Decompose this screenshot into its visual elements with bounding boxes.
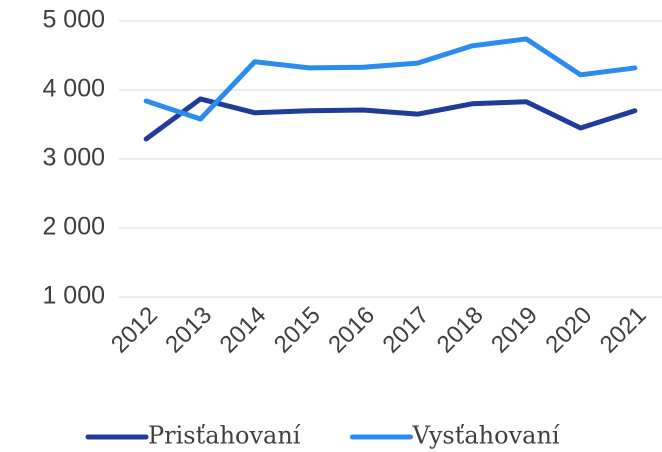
series-line: [143, 96, 638, 142]
y-tick-label: 2 000: [42, 213, 105, 241]
x-tick-label: 2018: [432, 302, 489, 359]
x-tick-label: 2019: [486, 302, 543, 359]
x-tick-label: 2014: [215, 302, 272, 359]
y-tick-label: 3 000: [42, 144, 105, 172]
x-tick-label: 2012: [106, 302, 163, 359]
x-tick-label: 2020: [540, 302, 597, 359]
x-tick-label: 2013: [160, 302, 217, 359]
y-tick-label: 5 000: [42, 6, 105, 34]
x-tick-label: 2021: [595, 302, 652, 359]
legend-label: Prisťahovaní: [148, 422, 301, 450]
y-tick-label: 1 000: [42, 282, 105, 310]
y-tick-label: 4 000: [42, 75, 105, 103]
x-tick-label: 2015: [269, 302, 326, 359]
x-tick-label: 2017: [378, 302, 435, 359]
x-tick-label: 2016: [323, 302, 380, 359]
legend-label: Vysťahovaní: [411, 422, 559, 450]
series-line: [143, 36, 638, 122]
